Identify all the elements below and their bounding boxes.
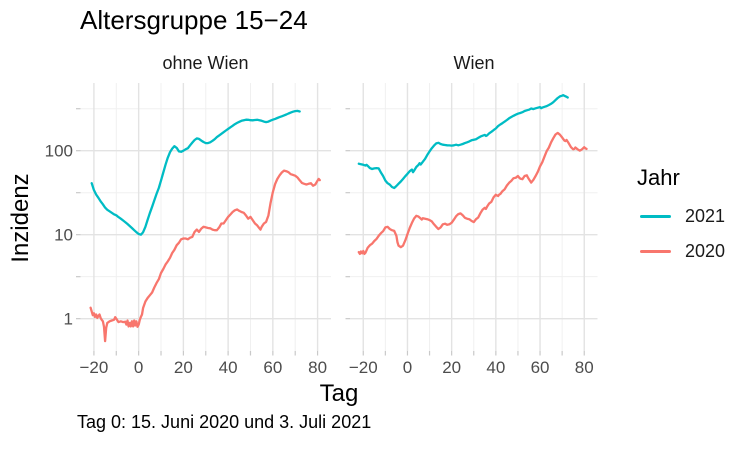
legend-title: Jahr <box>637 165 680 190</box>
x-tick-label: 0 <box>403 358 412 377</box>
y-tick-label: 100 <box>45 142 73 161</box>
x-axis-title: Tag <box>319 380 359 407</box>
series-line-2021 <box>90 109 301 236</box>
legend-key-line-2020 <box>640 249 671 253</box>
x-tick-label: 40 <box>219 358 238 377</box>
panel-ohne-wien: −20 0 20 40 60 80 <box>76 83 331 377</box>
x-tick-label: 40 <box>486 358 505 377</box>
x-tick-label: 60 <box>531 358 550 377</box>
x-tick-label: 0 <box>134 358 143 377</box>
legend-key-line-2021 <box>640 215 671 218</box>
legend-label-2020: 2020 <box>685 240 726 261</box>
series-line-2021 <box>357 94 569 190</box>
x-tick-label: −20 <box>79 358 108 377</box>
panel-wien: −20 0 20 40 60 80 <box>345 83 598 377</box>
x-tick-label: 20 <box>442 358 461 377</box>
x-tick-label: 60 <box>263 358 282 377</box>
facet-strip-wien: Wien <box>453 53 495 73</box>
series-line-2020 <box>357 131 588 256</box>
x-tick-label: −20 <box>349 358 378 377</box>
legend-label-2021: 2021 <box>685 206 726 226</box>
axis-ticks <box>76 108 319 356</box>
gridlines <box>80 83 331 351</box>
plot-title: Altersgruppe 15−24 <box>80 5 308 35</box>
x-tick-label: 20 <box>174 358 193 377</box>
y-axis-title: Inzidenz <box>7 173 34 263</box>
axis-ticks <box>345 108 585 356</box>
caption: Tag 0: 15. Juni 2020 und 3. Juli 2021 <box>77 412 372 432</box>
x-tick-label: 80 <box>308 358 327 377</box>
x-tick-label: 80 <box>575 358 594 377</box>
facet-strip-ohne-wien: ohne Wien <box>162 53 249 73</box>
y-tick-label: 10 <box>54 226 73 245</box>
y-tick-label: 1 <box>64 310 73 329</box>
series-line-2020 <box>89 169 321 343</box>
